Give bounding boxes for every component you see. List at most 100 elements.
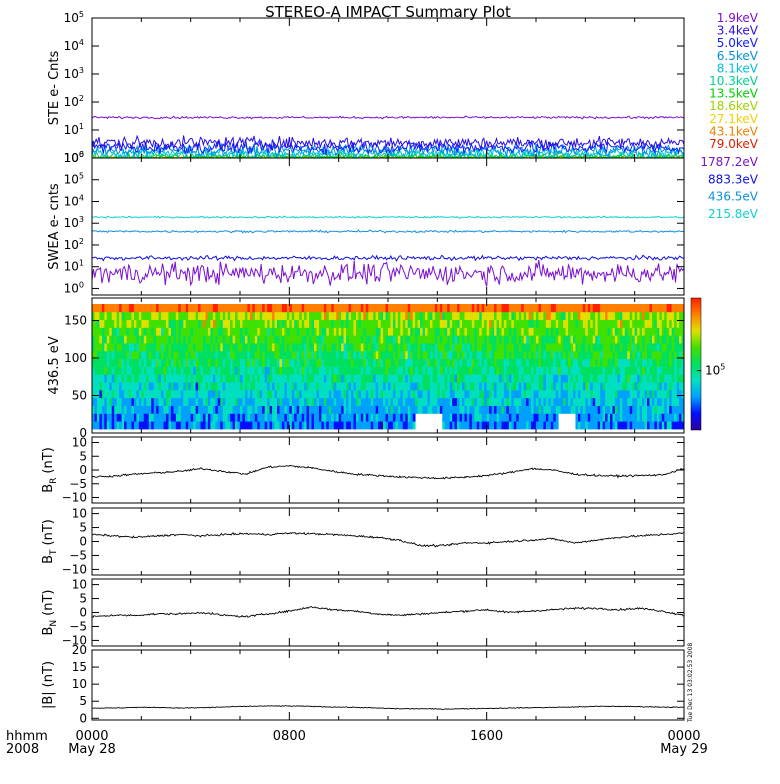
heatmap-cell bbox=[590, 335, 593, 343]
heatmap-cell bbox=[299, 421, 302, 429]
heatmap-cell bbox=[462, 413, 465, 421]
heatmap-cell bbox=[652, 312, 655, 320]
heatmap-cell bbox=[141, 343, 144, 351]
heatmap-cell bbox=[344, 343, 347, 351]
heatmap-cell bbox=[383, 343, 386, 351]
heatmap-cell bbox=[462, 374, 465, 382]
heatmap-cell bbox=[292, 390, 295, 398]
heatmap-cell bbox=[529, 367, 532, 375]
heatmap-cell bbox=[432, 367, 435, 375]
heatmap-cell bbox=[608, 398, 611, 406]
heatmap-cell bbox=[109, 351, 112, 359]
heatmap-cell bbox=[551, 343, 554, 351]
heatmap-cell bbox=[425, 367, 428, 375]
heatmap-cell bbox=[270, 351, 273, 359]
heatmap-cell bbox=[610, 351, 613, 359]
heatmap-cell bbox=[117, 327, 120, 335]
heatmap-cell bbox=[553, 406, 556, 414]
heatmap-cell bbox=[284, 406, 287, 414]
heatmap-cell bbox=[504, 390, 507, 398]
heatmap-cell bbox=[319, 382, 322, 390]
heatmap-cell bbox=[378, 382, 381, 390]
heatmap-cell bbox=[455, 367, 458, 375]
heatmap-cell bbox=[168, 382, 171, 390]
heatmap-cell bbox=[358, 421, 361, 429]
heatmap-cell bbox=[600, 367, 603, 375]
heatmap-cell bbox=[287, 343, 290, 351]
heatmap-cell bbox=[506, 312, 509, 320]
heatmap-cell bbox=[637, 413, 640, 421]
heatmap-cell bbox=[472, 343, 475, 351]
heatmap-cell bbox=[255, 421, 258, 429]
heatmap-cell bbox=[230, 312, 233, 320]
heatmap-cell bbox=[548, 327, 551, 335]
heatmap-cell bbox=[600, 351, 603, 359]
heatmap-cell bbox=[193, 327, 196, 335]
heatmap-cell bbox=[107, 413, 110, 421]
heatmap-cell bbox=[551, 421, 554, 429]
heatmap-cell bbox=[136, 320, 139, 328]
heatmap-cell bbox=[541, 327, 544, 335]
heatmap-cell bbox=[334, 406, 337, 414]
heatmap-cell bbox=[277, 413, 280, 421]
heatmap-cell bbox=[166, 421, 169, 429]
br-ytick-label: −5 bbox=[69, 477, 87, 491]
heatmap-cell bbox=[548, 312, 551, 320]
heatmap-cell bbox=[543, 343, 546, 351]
heatmap-cell bbox=[635, 351, 638, 359]
heatmap-cell bbox=[645, 398, 648, 406]
heatmap-cell bbox=[593, 367, 596, 375]
heatmap-cell bbox=[617, 320, 620, 328]
heatmap-cell bbox=[102, 343, 105, 351]
heatmap-cell bbox=[371, 351, 374, 359]
heatmap-cell bbox=[218, 327, 221, 335]
heatmap-cell bbox=[386, 398, 389, 406]
heatmap-cell bbox=[304, 390, 307, 398]
heatmap-cell bbox=[410, 335, 413, 343]
heatmap-cell bbox=[228, 374, 231, 382]
ste-ytick-label: 102 bbox=[64, 94, 84, 109]
heatmap-cell bbox=[376, 390, 379, 398]
heatmap-cell bbox=[612, 421, 615, 429]
heatmap-cell bbox=[353, 374, 356, 382]
heatmap-cell bbox=[519, 374, 522, 382]
heatmap-cell bbox=[171, 390, 174, 398]
heatmap-cell bbox=[608, 320, 611, 328]
heatmap-cell bbox=[208, 343, 211, 351]
heatmap-cell bbox=[238, 335, 241, 343]
heatmap-cell bbox=[467, 374, 470, 382]
heatmap-cell bbox=[94, 312, 97, 320]
heatmap-cell bbox=[635, 374, 638, 382]
heatmap-cell bbox=[326, 421, 329, 429]
heatmap-cell bbox=[171, 421, 174, 429]
heatmap-cell bbox=[672, 390, 675, 398]
heatmap-cell bbox=[667, 413, 670, 421]
heatmap-cell bbox=[630, 382, 633, 390]
heatmap-cell bbox=[492, 304, 495, 312]
heatmap-cell bbox=[489, 343, 492, 351]
heatmap-cell bbox=[580, 367, 583, 375]
heatmap-cell bbox=[312, 359, 315, 367]
heatmap-cell bbox=[371, 398, 374, 406]
heatmap-cell bbox=[654, 351, 657, 359]
heatmap-cell bbox=[573, 398, 576, 406]
heatmap-cell bbox=[516, 312, 519, 320]
heatmap-cell bbox=[489, 413, 492, 421]
heatmap-cell bbox=[183, 351, 186, 359]
heatmap-cell bbox=[242, 406, 245, 414]
heatmap-cell bbox=[156, 343, 159, 351]
heatmap-cell bbox=[447, 343, 450, 351]
heatmap-cell bbox=[178, 421, 181, 429]
heatmap-cell bbox=[469, 374, 472, 382]
heatmap-cell bbox=[622, 367, 625, 375]
heatmap-cell bbox=[501, 421, 504, 429]
heatmap-cell bbox=[114, 374, 117, 382]
heatmap-cell bbox=[279, 312, 282, 320]
heatmap-cell bbox=[225, 374, 228, 382]
heatmap-cell bbox=[312, 367, 315, 375]
heatmap-cell bbox=[161, 359, 164, 367]
heatmap-cell bbox=[464, 351, 467, 359]
heatmap-cell bbox=[257, 351, 260, 359]
heatmap-cell bbox=[270, 390, 273, 398]
heatmap-cell bbox=[336, 390, 339, 398]
